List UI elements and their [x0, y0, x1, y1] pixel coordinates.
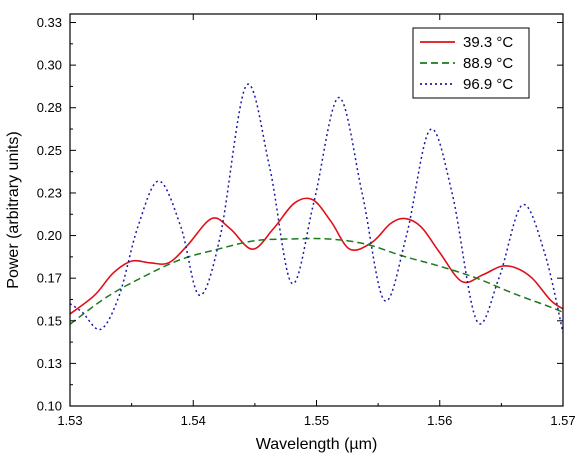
legend-label-3: 96.9 °C: [463, 76, 513, 93]
y-tick-label: 0.23: [37, 185, 62, 200]
x-tick-label: 1.57: [550, 413, 575, 428]
series-line-1: [70, 197, 563, 315]
legend: 39.3 °C 88.9 °C 96.9 °C: [412, 27, 530, 99]
y-tick-label: 0.25: [37, 143, 62, 158]
y-tick-label: 0.28: [37, 100, 62, 115]
x-tick-label: 1.54: [181, 413, 206, 428]
y-tick-label: 0.20: [37, 228, 62, 243]
y-tick-label: 0.30: [37, 58, 62, 73]
series-line-2: [70, 237, 563, 325]
series-line-3: [70, 83, 563, 333]
y-tick-label: 0.13: [37, 356, 62, 371]
y-tick-label: 0.15: [37, 313, 62, 328]
y-tick-label: 0.10: [37, 399, 62, 414]
y-tick-label: 0.33: [37, 15, 62, 30]
x-tick-label: 1.53: [57, 413, 82, 428]
axes: 1.53 1.54 1.55 1.56 1.57 0.10 0.13 0.15 0.17 0.20…: [5, 13, 576, 453]
legend-label-1: 39.3 °C: [463, 34, 513, 51]
plot-area: [70, 83, 563, 333]
x-axis-title: Wavelength (µm): [256, 436, 378, 453]
y-axis-title: Power (arbitrary units): [5, 131, 22, 288]
x-tick-label: 1.56: [427, 413, 452, 428]
y-tick-label: 0.17: [37, 271, 62, 286]
x-tick-label: 1.55: [304, 413, 329, 428]
legend-label-2: 88.9 °C: [463, 55, 513, 72]
